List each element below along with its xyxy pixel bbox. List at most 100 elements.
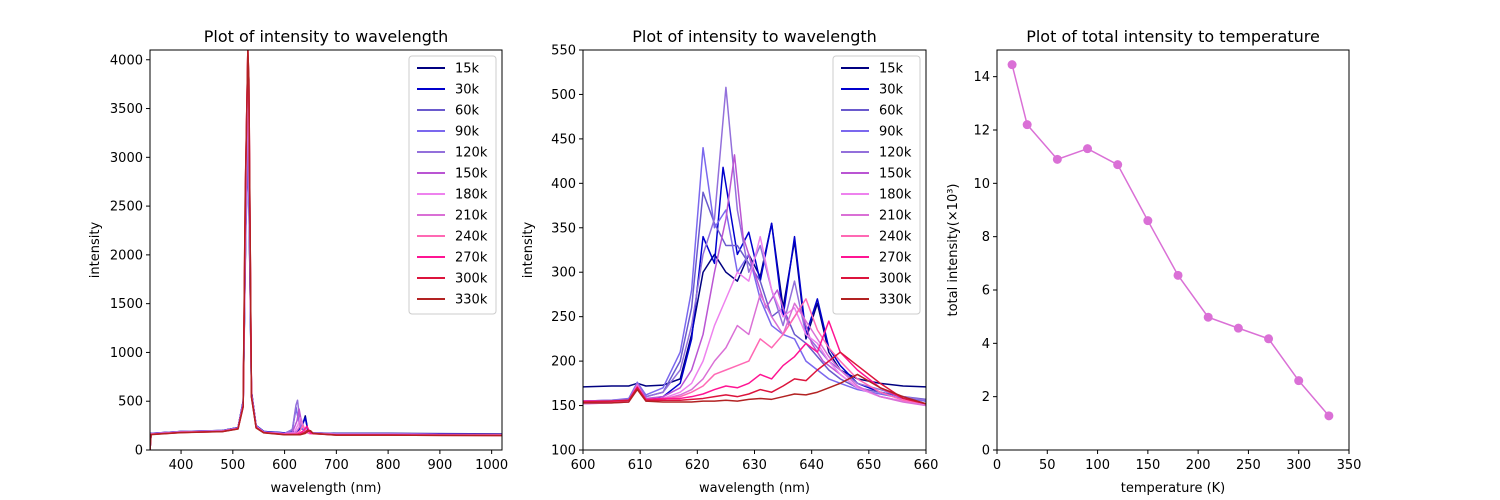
- plot-area: [583, 86, 926, 407]
- axes-frame: [149, 49, 503, 451]
- legend-label: 30k: [879, 83, 904, 98]
- legend-label: 240k: [455, 230, 488, 245]
- legend-label: 300k: [879, 272, 912, 287]
- x-axis-label: wavelength (nm): [271, 481, 382, 496]
- x-tick-label: 500: [220, 458, 245, 473]
- x-tick-label: 660: [914, 458, 939, 473]
- y-tick-label: 2: [982, 390, 990, 405]
- y-tick-label: 10: [973, 177, 990, 192]
- legend-label: 60k: [455, 104, 480, 119]
- x-tick-label: 800: [376, 458, 401, 473]
- legend-label: 15k: [455, 62, 480, 77]
- x-tick-label: 300: [1286, 458, 1311, 473]
- legend-label: 270k: [879, 251, 912, 266]
- y-tick-label: 2000: [110, 248, 143, 263]
- x-tick-label: 0: [993, 458, 1001, 473]
- y-tick-label: 550: [551, 44, 576, 59]
- legend-label: 180k: [879, 188, 912, 203]
- y-tick-label: 1500: [110, 297, 143, 312]
- x-tick-label: 1000: [475, 458, 508, 473]
- y-tick-label: 500: [118, 395, 143, 410]
- y-tick-label: 0: [135, 444, 143, 459]
- x-tick-label: 650: [856, 458, 881, 473]
- series-line-330k: [150, 50, 502, 450]
- legend-label: 60k: [879, 104, 904, 119]
- y-tick-label: 14: [973, 70, 990, 85]
- x-tick-label: 630: [742, 458, 767, 473]
- legend-label: 150k: [455, 167, 488, 182]
- y-tick-label: 3000: [110, 151, 143, 166]
- legend-label: 270k: [455, 251, 488, 266]
- x-tick-label: 900: [427, 458, 452, 473]
- y-tick-label: 4: [982, 337, 990, 352]
- data-point: [1007, 60, 1017, 70]
- y-tick-label: 250: [551, 310, 576, 325]
- y-tick-label: 200: [551, 355, 576, 370]
- y-tick-label: 100: [551, 444, 576, 459]
- x-tick-label: 600: [272, 458, 297, 473]
- data-point: [1083, 144, 1093, 154]
- data-point: [1022, 120, 1032, 130]
- x-tick-label: 100: [1085, 458, 1110, 473]
- chart-title: Plot of total intensity to temperature: [1026, 27, 1320, 46]
- x-tick-label: 350: [1337, 458, 1362, 473]
- x-tick-label: 610: [628, 458, 653, 473]
- y-tick-label: 3500: [110, 102, 143, 117]
- legend: 15k 30k 60k 90k 120k 150k 180k 210k 240k 270k 300k…: [408, 55, 497, 315]
- y-tick-label: 2500: [110, 200, 143, 215]
- legend-label: 120k: [455, 146, 488, 161]
- y-axis-label: total intensity(×10³): [946, 183, 961, 316]
- axes-frame: [582, 49, 927, 451]
- legend-label: 300k: [455, 272, 488, 287]
- data-point: [1113, 160, 1123, 170]
- y-tick-label: 4000: [110, 53, 143, 68]
- series-line: [1011, 64, 1330, 417]
- data-point: [1052, 154, 1062, 164]
- x-axis-label: temperature (K): [1121, 481, 1226, 496]
- data-point: [1143, 216, 1153, 226]
- legend-label: 15k: [879, 62, 904, 77]
- y-tick-label: 1000: [110, 346, 143, 361]
- legend-label: 330k: [879, 293, 912, 308]
- x-axis-label: wavelength (nm): [699, 481, 810, 496]
- x-tick-label: 150: [1135, 458, 1160, 473]
- chart-panel-3: Plot of total intensity to temperature 0 5…: [946, 27, 1361, 496]
- y-tick-label: 350: [551, 221, 576, 236]
- data-point: [1203, 312, 1213, 322]
- x-tick-label: 400: [169, 458, 194, 473]
- y-tick-label: 6: [982, 284, 990, 299]
- x-tick-label: 700: [324, 458, 349, 473]
- x-tick-label: 640: [799, 458, 824, 473]
- chart-title: Plot of intensity to wavelength: [632, 27, 877, 46]
- y-tick-label: 300: [551, 266, 576, 281]
- legend-box: [832, 55, 921, 315]
- legend-label: 210k: [455, 209, 488, 224]
- x-tick-label: 200: [1186, 458, 1211, 473]
- data-point: [1294, 376, 1304, 386]
- y-tick-label: 450: [551, 132, 576, 147]
- data-point: [1173, 270, 1183, 280]
- y-tick-label: 12: [973, 124, 990, 139]
- y-tick-label: 150: [551, 399, 576, 414]
- legend-label: 150k: [879, 167, 912, 182]
- data-point: [1233, 323, 1243, 333]
- x-tick-label: 600: [571, 458, 596, 473]
- y-axis-label: intensity: [88, 222, 103, 279]
- legend-label: 120k: [879, 146, 912, 161]
- y-tick-label: 8: [982, 230, 990, 245]
- x-tick-label: 50: [1039, 458, 1056, 473]
- x-tick-label: 620: [685, 458, 710, 473]
- y-tick-label: 500: [551, 88, 576, 103]
- legend-label: 180k: [455, 188, 488, 203]
- legend: 15k 30k 60k 90k 120k 150k 180k 210k 240k 270k 300k…: [832, 55, 921, 315]
- legend-label: 330k: [455, 293, 488, 308]
- legend-label: 210k: [879, 209, 912, 224]
- legend-label: 90k: [879, 125, 904, 140]
- chart-title: Plot of intensity to wavelength: [204, 27, 449, 46]
- legend-label: 30k: [455, 83, 480, 98]
- y-tick-label: 400: [551, 177, 576, 192]
- chart-panel-2: Plot of intensity to wavelength 600 610 620…: [521, 27, 938, 496]
- legend-label: 240k: [879, 230, 912, 245]
- plot-area: [1007, 60, 1334, 421]
